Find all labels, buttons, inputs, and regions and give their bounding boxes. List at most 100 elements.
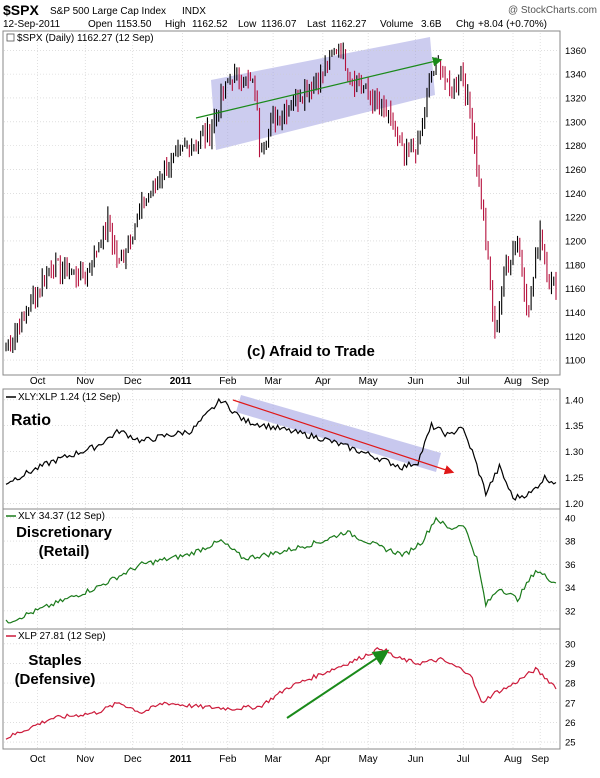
y-tick-label: 1.25 — [565, 473, 584, 484]
x-axis-label: Aug — [504, 376, 522, 387]
x-axis-label: Jun — [408, 376, 424, 387]
price-legend-swatch — [6, 33, 15, 42]
x-axis-label: Oct — [30, 376, 46, 387]
price-x-axis-labels: Oct Nov Dec 2011 Feb Mar Apr May Jun Jul Aug Sep — [30, 376, 550, 387]
ratio-downtrend-arrow — [232, 399, 455, 475]
xly-label-line1: Discretionary — [16, 524, 113, 541]
x-axis-label: Sep — [531, 376, 549, 387]
copyright-annotation: (c) Afraid to Trade — [247, 343, 375, 360]
y-tick-label: 27 — [565, 698, 576, 709]
y-tick-label: 1220 — [565, 213, 586, 224]
header-low-label: Low — [238, 19, 257, 30]
header-open-label: Open — [88, 19, 112, 30]
y-tick-label: 1180 — [565, 260, 585, 271]
xlp-line — [5, 647, 557, 740]
y-tick-label: 1160 — [565, 284, 585, 295]
x-axis-label: May — [359, 376, 378, 387]
price-channel-highlight — [211, 37, 435, 150]
xly-label-line2: (Retail) — [39, 543, 90, 560]
watermark: @ StockCharts.com — [508, 5, 597, 16]
x-axis-label: 2011 — [170, 754, 192, 765]
price-ohlc-bars — [5, 42, 557, 353]
xly-y-axis: 32 34 36 38 40 — [4, 513, 576, 617]
xly-legend: XLY 34.37 (12 Sep) — [18, 511, 105, 522]
x-axis-label: Dec — [124, 376, 142, 387]
header-name: S&P 500 Large Cap Index — [50, 6, 166, 17]
x-axis-label: 2011 — [170, 376, 192, 387]
price-legend: $SPX (Daily) 1162.27 (12 Sep) — [17, 33, 154, 44]
xlp-uptrend-arrow — [286, 649, 390, 719]
y-tick-label: 1360 — [565, 46, 586, 57]
x-axis-label: Mar — [264, 376, 282, 387]
y-tick-label: 1.30 — [565, 447, 584, 458]
ratio-y-axis: 1.20 1.25 1.30 1.35 1.40 — [4, 395, 584, 510]
price-uptrend-arrow — [195, 56, 443, 119]
y-tick-label: 1320 — [565, 93, 586, 104]
x-axis-label: Jul — [457, 754, 470, 765]
xlp-panel-frame — [2, 628, 561, 750]
xly-panel-frame — [2, 508, 561, 630]
ratio-channel-highlight — [236, 395, 441, 472]
x-axis-label: Apr — [315, 754, 331, 765]
header-low-value: 1136.07 — [261, 19, 297, 30]
header-high-label: High — [165, 19, 186, 30]
x-axis-label: Sep — [531, 754, 549, 765]
y-tick-label: 1340 — [565, 70, 586, 81]
header-high-value: 1162.52 — [192, 19, 228, 30]
x-axis-label: Dec — [124, 754, 142, 765]
header-symbol: $SPX — [3, 2, 39, 18]
y-tick-label: 1240 — [565, 189, 586, 200]
x-axis-label: Apr — [315, 376, 331, 387]
y-tick-label: 1200 — [565, 236, 586, 247]
header-exchange: INDX — [182, 6, 206, 17]
xlp-legend: XLP 27.81 (12 Sep) — [18, 631, 106, 642]
y-tick-label: 1260 — [565, 165, 586, 176]
y-tick-label: 26 — [565, 718, 576, 729]
xlp-y-axis: 25 26 27 28 29 30 — [4, 639, 576, 749]
ratio-line — [5, 397, 557, 501]
header-chg-label: Chg — [456, 19, 474, 30]
header-last-value: 1162.27 — [331, 19, 367, 30]
x-axis-label: Feb — [219, 376, 237, 387]
y-tick-label: 34 — [565, 583, 576, 594]
xly-line — [5, 516, 557, 624]
xlp-label-line2: (Defensive) — [15, 671, 96, 688]
y-tick-label: 1.20 — [565, 499, 584, 510]
y-tick-label: 28 — [565, 679, 576, 690]
x-axis-label: Aug — [504, 754, 522, 765]
x-axis-label: Jun — [408, 754, 424, 765]
y-tick-label: 1140 — [565, 308, 585, 319]
ratio-legend: XLY:XLP 1.24 (12 Sep) — [18, 392, 120, 403]
y-tick-label: 32 — [565, 606, 576, 617]
ratio-label: Ratio — [11, 412, 51, 429]
x-axis-label: Oct — [30, 754, 46, 765]
y-tick-label: 1300 — [565, 117, 586, 128]
header-volume-value: 3.6B — [421, 19, 442, 30]
x-axis-label: Nov — [76, 376, 94, 387]
header-chg-value: +8.04 (+0.70%) — [478, 19, 547, 30]
x-axis-label: Jul — [457, 376, 470, 387]
y-tick-label: 38 — [565, 537, 576, 548]
y-tick-label: 30 — [565, 639, 576, 650]
x-axis-label: Feb — [219, 754, 237, 765]
y-tick-label: 1100 — [565, 356, 585, 367]
y-tick-label: 36 — [565, 560, 576, 571]
price-y-axis: 1100 1120 1140 1160 1180 1200 1220 1240 1260 1280… — [4, 46, 586, 367]
bottom-x-axis-labels: Oct Nov Dec 2011 Feb Mar Apr May Jun Jul Aug Sep — [30, 754, 550, 765]
y-tick-label: 29 — [565, 659, 576, 670]
y-tick-label: 40 — [565, 513, 576, 524]
header-open-value: 1153.50 — [116, 19, 152, 30]
y-tick-label: 1280 — [565, 141, 586, 152]
x-axis-label: May — [359, 754, 378, 765]
y-tick-label: 1.35 — [565, 421, 584, 432]
header-volume-label: Volume — [380, 19, 414, 30]
header-date: 12-Sep-2011 — [3, 19, 61, 30]
x-axis-label: Mar — [264, 754, 282, 765]
y-tick-label: 1.40 — [565, 395, 584, 406]
header-last-label: Last — [307, 19, 326, 30]
y-tick-label: 25 — [565, 738, 576, 749]
x-axis-label: Nov — [76, 754, 94, 765]
xlp-label-line1: Staples — [28, 652, 81, 669]
y-tick-label: 1120 — [565, 332, 585, 343]
